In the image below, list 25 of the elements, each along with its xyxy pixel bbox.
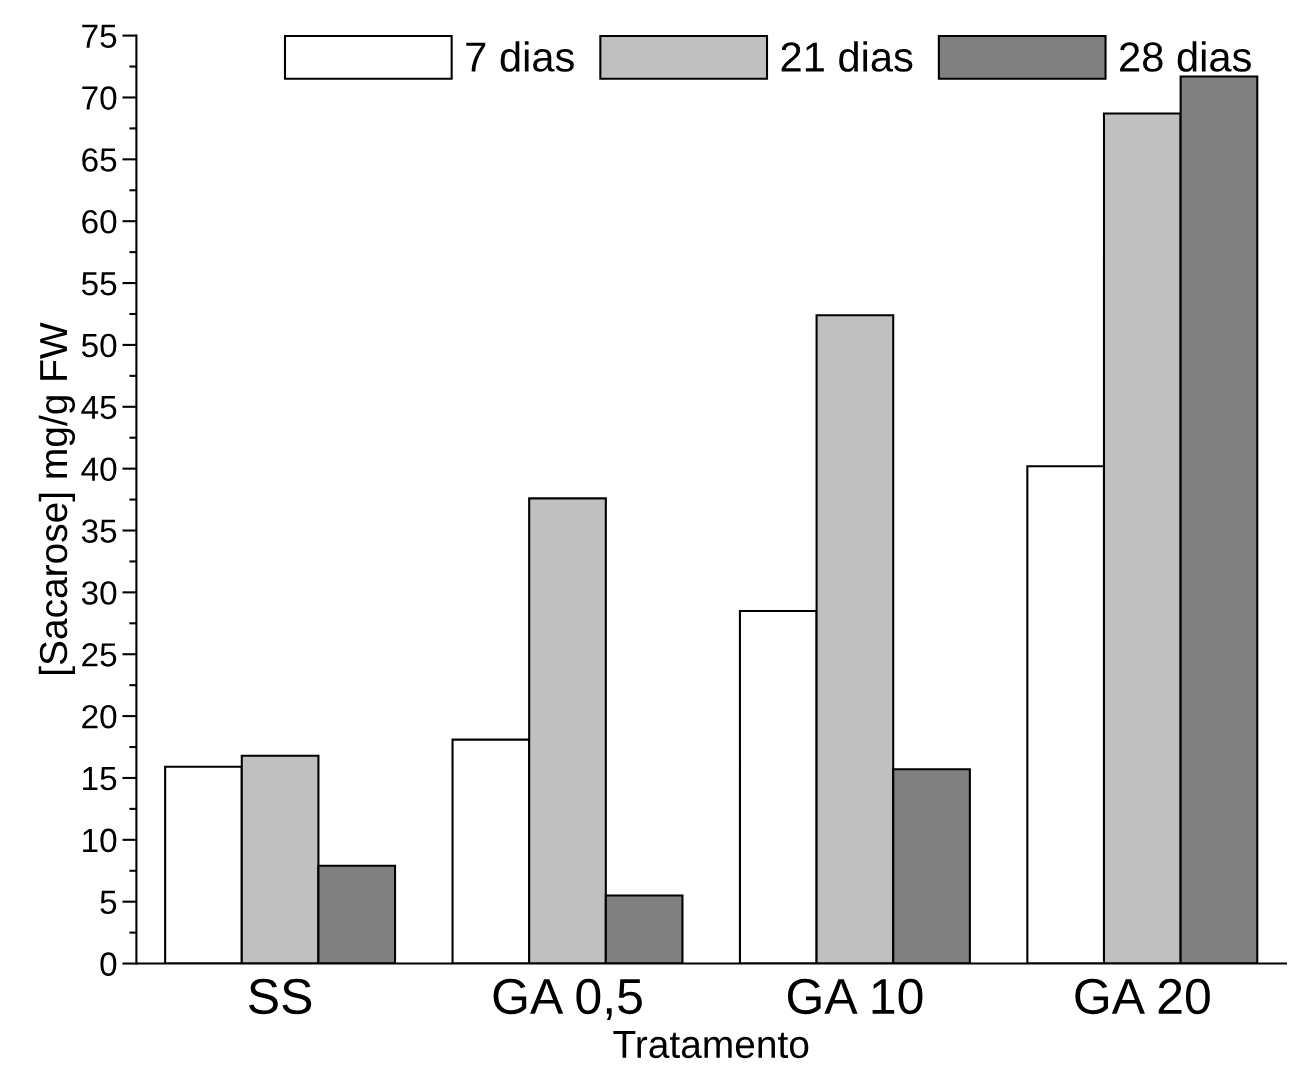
- x-tick-label: GA 10: [787, 978, 923, 1015]
- x-tick-label: GA 0,5: [493, 978, 642, 1021]
- x-axis-title: Tratamento: [613, 1031, 809, 1059]
- y-tick-label: 65: [82, 148, 117, 172]
- y-tick-label: 30: [81, 581, 117, 605]
- y-tick-label: 60: [82, 210, 117, 234]
- legend-label: 28 dias: [1120, 41, 1251, 72]
- y-tick-label: 25: [82, 643, 117, 667]
- y-tick-label: 50: [81, 333, 117, 358]
- y-tick-label: 10: [83, 828, 117, 853]
- y-tick-label: 70: [82, 86, 117, 110]
- y-tick-label: 5: [100, 890, 117, 915]
- y-tick-label: 15: [83, 767, 117, 791]
- legend-label: 7 dias: [466, 41, 574, 72]
- legend-label: 21 dias: [781, 41, 913, 72]
- y-axis-title: [Sacarose] mg/g FW: [38, 322, 76, 675]
- y-tick-label: 75: [82, 24, 117, 49]
- y-tick-label: 40: [81, 457, 117, 482]
- x-tick-label: GA 20: [1075, 978, 1210, 1015]
- x-tick-label: SS: [249, 978, 312, 1015]
- y-tick-label: 35: [81, 519, 117, 543]
- y-tick-label: 45: [81, 395, 117, 420]
- y-tick-label: 20: [82, 704, 117, 729]
- y-tick-label: 55: [81, 272, 117, 296]
- y-tick-label: 0: [100, 952, 117, 976]
